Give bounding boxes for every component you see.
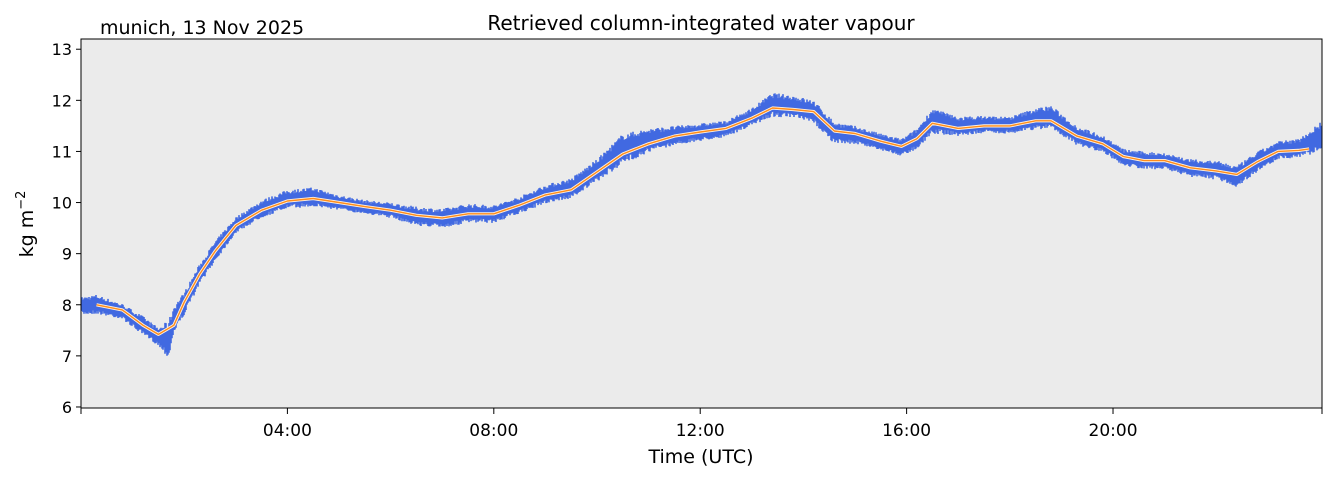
y-tick-label: 10 bbox=[52, 194, 72, 213]
x-tick-label: 12:00 bbox=[676, 421, 725, 441]
y-tick-label: 9 bbox=[62, 245, 72, 264]
y-tick-label: 13 bbox=[52, 40, 72, 59]
y-tick-label: 11 bbox=[52, 142, 72, 161]
y-tick-label: 6 bbox=[62, 398, 72, 417]
smoothed-line bbox=[96, 107, 1310, 336]
y-axis-label-exponent: −2 bbox=[14, 191, 29, 210]
y-tick-label: 12 bbox=[52, 91, 72, 110]
y-tick-label: 8 bbox=[62, 296, 72, 315]
chart-subtitle: munich, 13 Nov 2025 bbox=[100, 17, 304, 39]
plot-area bbox=[81, 39, 1322, 408]
y-axis: 6 7 8 9 10 11 12 13 bbox=[52, 40, 81, 417]
x-tick-label: 04:00 bbox=[263, 421, 312, 441]
x-axis-label: Time (UTC) bbox=[647, 446, 753, 468]
axes-frame bbox=[80, 38, 1323, 409]
y-axis-label-unit: kg m bbox=[16, 210, 38, 258]
x-axis: 04:00 08:00 12:00 16:00 20:00 bbox=[80, 408, 1323, 441]
x-tick-label: 20:00 bbox=[1089, 421, 1138, 441]
y-axis-label: kg m−2 bbox=[14, 191, 38, 258]
x-tick-label: 08:00 bbox=[469, 421, 518, 441]
chart-title: Retrieved column-integrated water vapour bbox=[487, 11, 915, 35]
smoothed-series bbox=[96, 106, 1310, 336]
y-tick-label: 7 bbox=[62, 347, 72, 366]
x-tick-label: 16:00 bbox=[882, 421, 931, 441]
